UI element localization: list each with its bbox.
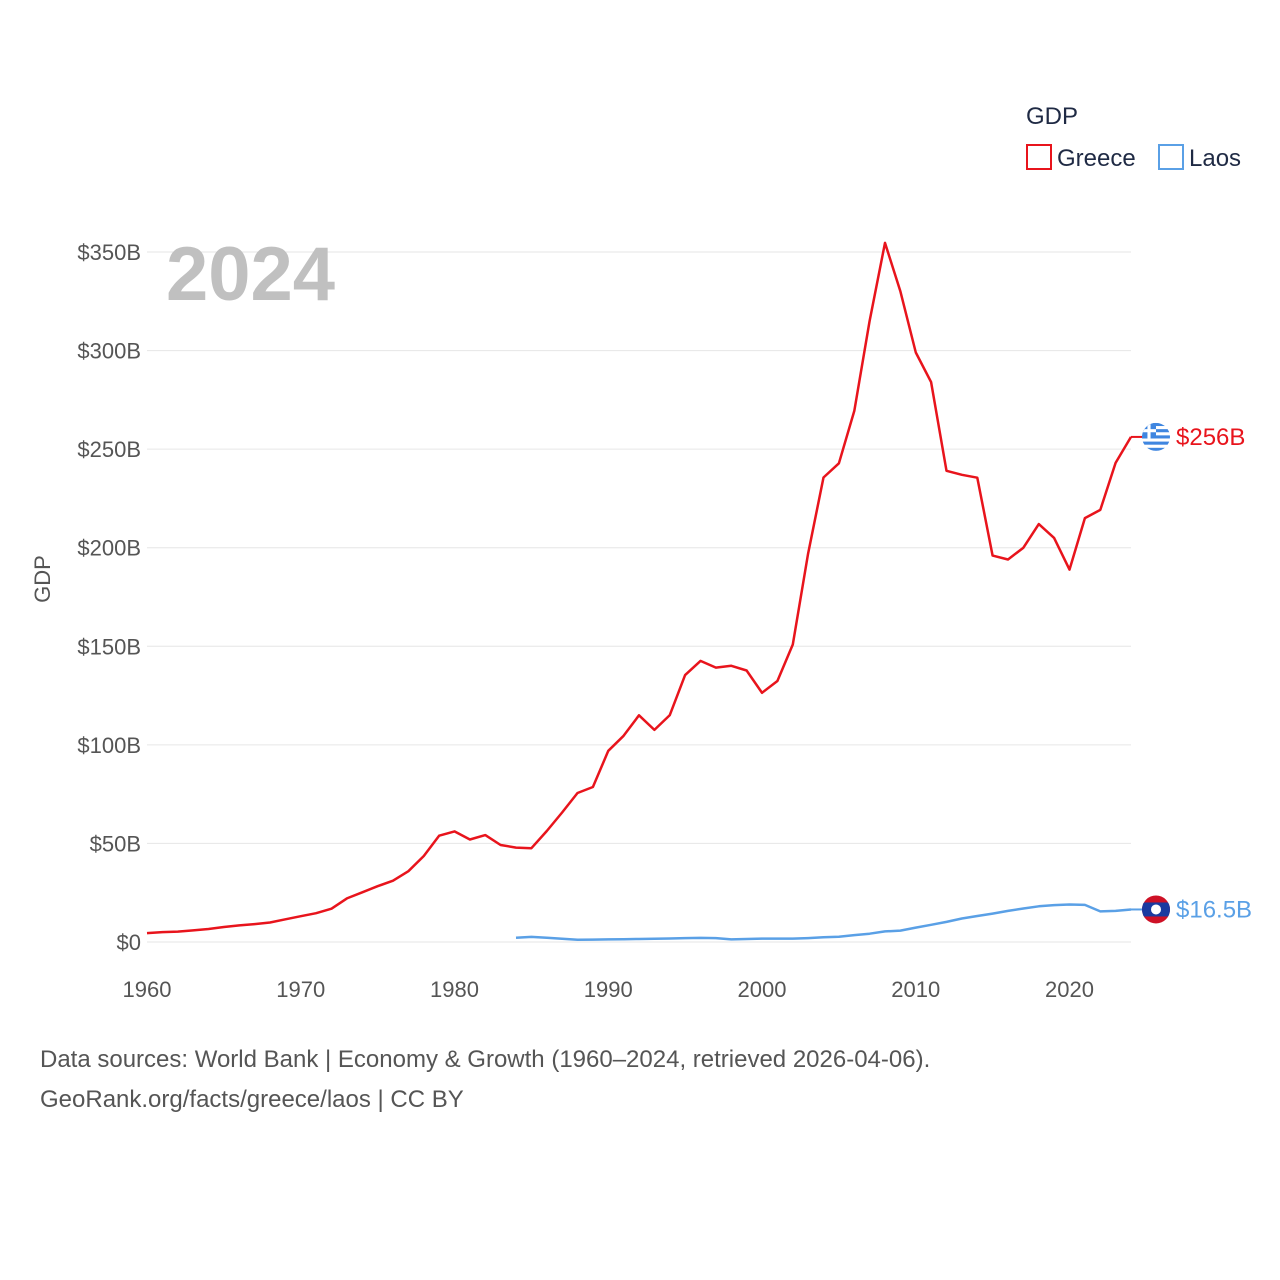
- x-tick-label: 1980: [430, 977, 479, 1002]
- gridlines: [147, 251, 1131, 943]
- y-axis-ticks: $0 $50B $100B $150B $200B $250B $300B $350B: [77, 240, 141, 955]
- footer: Data sources: World Bank | Economy & Gro…: [40, 1040, 1240, 1120]
- y-tick-label: $200B: [77, 536, 141, 561]
- legend-item-laos[interactable]: Laos: [1158, 144, 1241, 172]
- x-tick-label: 2000: [738, 977, 787, 1002]
- legend-swatch-greece: [1026, 144, 1052, 170]
- x-tick-label: 1990: [584, 977, 633, 1002]
- end-value-label-greece: $256B: [1176, 424, 1245, 451]
- flag-stripe: [1142, 447, 1170, 451]
- y-tick-label: $50B: [90, 831, 141, 856]
- greece-flag-icon: [1142, 422, 1170, 451]
- legend-item-greece[interactable]: Greece: [1026, 144, 1136, 172]
- y-tick-label: $350B: [77, 240, 141, 265]
- y-tick-label: $150B: [77, 634, 141, 659]
- flag-disc: [1151, 904, 1161, 915]
- series-line-laos: [515, 903, 1132, 942]
- year-label: 2024: [166, 232, 335, 317]
- x-tick-label: 1970: [276, 977, 325, 1002]
- x-axis-ticks: 1960 1970 1980 1990 2000 2010 2020: [123, 977, 1094, 1002]
- end-value-label-laos: $16.5B: [1176, 896, 1252, 923]
- series-end-markers: $256B $16.5B: [1131, 422, 1252, 924]
- x-tick-label: 2020: [1045, 977, 1094, 1002]
- flag-cross-v: [1147, 422, 1151, 439]
- flag-stripe: [1142, 441, 1170, 445]
- legend-swatch-laos: [1158, 144, 1184, 170]
- y-tick-label: $250B: [77, 437, 141, 462]
- series-line-greece: [146, 241, 1133, 935]
- laos-flag-icon: [1142, 895, 1170, 924]
- x-tick-label: 2010: [891, 977, 940, 1002]
- footer-sources: Data sources: World Bank | Economy & Gro…: [40, 1046, 931, 1073]
- legend-label-greece: Greece: [1057, 145, 1136, 172]
- series-lines: [146, 241, 1133, 942]
- legend-title: GDP: [1026, 103, 1078, 130]
- legend-label-laos: Laos: [1189, 145, 1241, 172]
- x-tick-label: 1960: [123, 977, 172, 1002]
- y-tick-label: $100B: [77, 733, 141, 758]
- y-axis-label: GDP: [30, 555, 55, 603]
- y-tick-label: $300B: [77, 339, 141, 364]
- y-tick-label: $0: [117, 930, 141, 955]
- gdp-line-chart: $0 $50B $100B $150B $200B $250B $300B $350B 196…: [30, 103, 1252, 1002]
- footer-credit[interactable]: GeoRank.org/facts/greece/laos | CC BY: [40, 1086, 464, 1113]
